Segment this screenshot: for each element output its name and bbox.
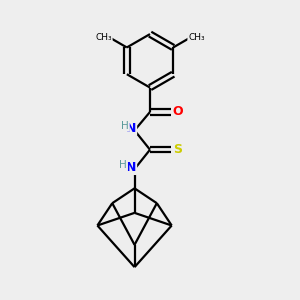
Text: O: O xyxy=(172,106,183,118)
Text: N: N xyxy=(126,122,136,134)
Text: CH₃: CH₃ xyxy=(95,33,112,42)
Text: S: S xyxy=(173,143,182,156)
Text: N: N xyxy=(126,161,136,174)
Text: H: H xyxy=(121,121,129,131)
Text: H: H xyxy=(119,160,127,170)
Text: CH₃: CH₃ xyxy=(188,33,205,42)
